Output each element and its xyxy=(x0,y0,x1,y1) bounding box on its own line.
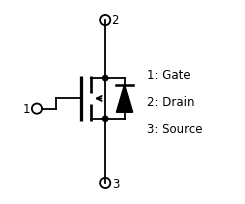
Polygon shape xyxy=(116,85,133,113)
Text: 3: Source: 3: Source xyxy=(147,123,202,136)
Text: 3: 3 xyxy=(112,178,119,191)
Circle shape xyxy=(103,76,108,81)
Text: 2: 2 xyxy=(112,13,119,26)
Text: 2: Drain: 2: Drain xyxy=(147,95,195,109)
Text: 1: Gate: 1: Gate xyxy=(147,68,191,81)
Text: 1: 1 xyxy=(23,103,31,115)
Circle shape xyxy=(103,117,108,122)
